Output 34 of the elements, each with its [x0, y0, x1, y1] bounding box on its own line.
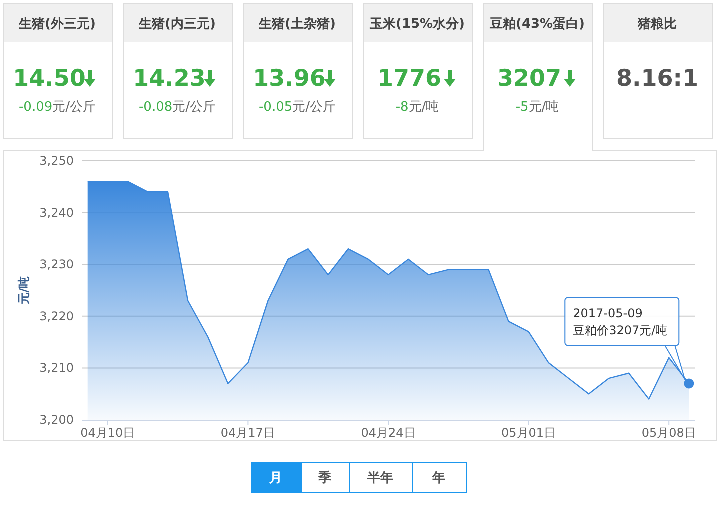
text: -0.05元/公斤 — [258, 100, 336, 115]
x-tick-label: 04月24日 — [361, 426, 416, 440]
text: 年 — [432, 471, 446, 486]
y-tick-label: 3,220 — [40, 309, 74, 324]
text: 半年 — [366, 471, 394, 486]
x-tick-label: 05月01日 — [502, 426, 556, 440]
text: 14.23 — [133, 66, 206, 92]
category-label: 生猪(土杂猪) — [258, 17, 336, 32]
x-tick-label: 04月10日 — [80, 426, 136, 440]
x-tick-label: 05月08日 — [642, 426, 696, 440]
category-label: 生猪(外三元) — [18, 17, 96, 32]
text: 13.96 — [253, 66, 326, 92]
category-label: 豆粕(43%蛋白) — [489, 17, 585, 32]
text: 季 — [318, 470, 332, 486]
text: 14.50 — [13, 66, 86, 92]
category-label: 生猪(内三元) — [138, 17, 216, 32]
text: -5元/吨 — [516, 100, 560, 115]
y-axis-title: 元/吨 — [17, 276, 31, 306]
text: 8.16:1 — [616, 66, 698, 92]
y-tick-label: 3,250 — [40, 154, 74, 168]
text: 1776 — [377, 66, 442, 92]
text: 月 — [268, 471, 282, 486]
text: -0.08元/公斤 — [138, 100, 216, 115]
text: 3207 — [497, 66, 562, 92]
y-tick-label: 3,240 — [40, 206, 74, 220]
x-tick-label: 04月17日 — [220, 426, 276, 440]
annotation: 2017-05-09 豆粕价3207元/吨 — [573, 306, 668, 338]
category-label: 猪粮比 — [637, 16, 677, 32]
text: -0.09元/公斤 — [18, 100, 96, 115]
y-tick-label: 3,200 — [40, 413, 74, 427]
y-tick-label: 3,230 — [40, 258, 74, 272]
category-label: 玉米(15%水分) — [369, 17, 465, 32]
text: -8元/吨 — [396, 100, 440, 115]
y-tick-label: 3,210 — [40, 361, 74, 376]
